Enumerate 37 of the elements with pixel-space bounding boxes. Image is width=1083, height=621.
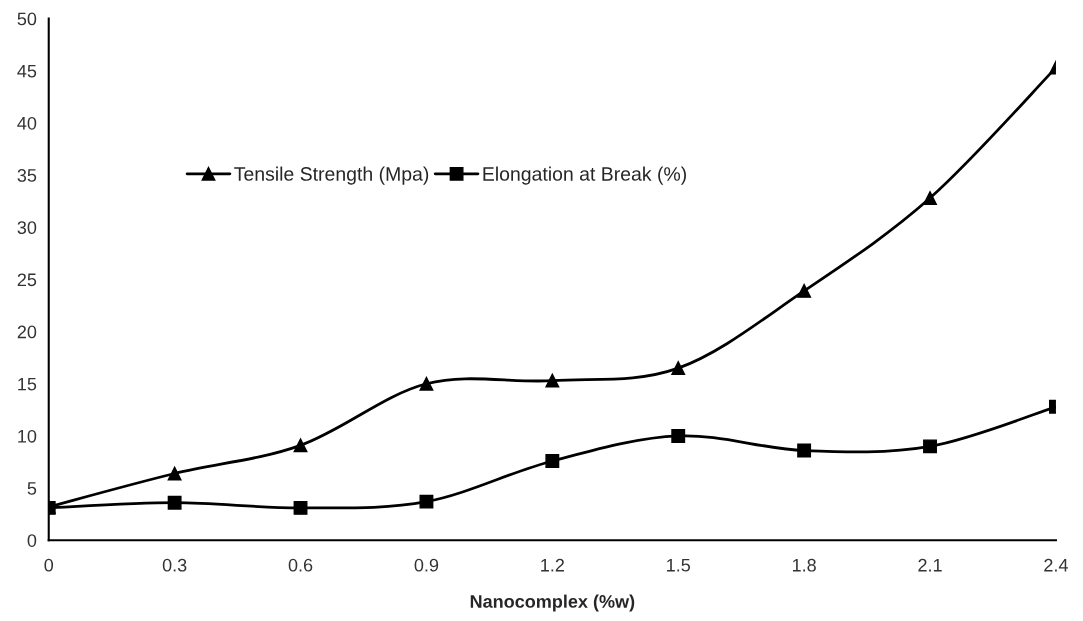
point (545, 373, 560, 388)
x-tick-label: 2.1 (918, 558, 942, 572)
legend-label: Tensile Strength (Mpa) (234, 166, 429, 185)
point (293, 438, 308, 453)
x-tick-label: 0.9 (414, 558, 439, 572)
point (419, 494, 434, 509)
x-tick-label: 0.6 (288, 558, 313, 572)
y-tick-label: 15 (18, 377, 37, 391)
x-tick-label: 2.4 (1044, 558, 1068, 572)
y-tick-label: 45 (17, 64, 37, 78)
point (797, 443, 812, 458)
x-tick-label: 1.8 (792, 558, 816, 572)
x-tick-label: 0.3 (162, 558, 187, 572)
point (797, 283, 812, 298)
x-tick-label: 0 (44, 558, 54, 572)
y-tick-label: 30 (17, 221, 37, 235)
y-tick-label: 10 (18, 429, 37, 443)
y-tick-label: 35 (17, 169, 37, 182)
y-tick-label: 25 (17, 273, 37, 287)
x-tick-label: 1.5 (667, 558, 691, 572)
legend-label: Elongation at Break (%) (483, 166, 686, 185)
point (293, 500, 308, 515)
x-tick-label: 1.2 (541, 558, 564, 572)
y-tick-label: 20 (17, 325, 37, 339)
point (923, 439, 937, 454)
point (545, 454, 560, 468)
point (671, 361, 686, 376)
point (167, 466, 182, 481)
point (923, 191, 937, 206)
point (419, 376, 434, 391)
point (167, 495, 182, 510)
y-tick-label: 50 (17, 12, 37, 26)
x-axis-title: Nanocomplex (%w) (470, 594, 635, 612)
point (671, 428, 686, 443)
y-tick-label: 40 (17, 116, 37, 130)
y-tick-label: 0 (27, 534, 37, 547)
y-tick-label: 5 (27, 482, 37, 495)
